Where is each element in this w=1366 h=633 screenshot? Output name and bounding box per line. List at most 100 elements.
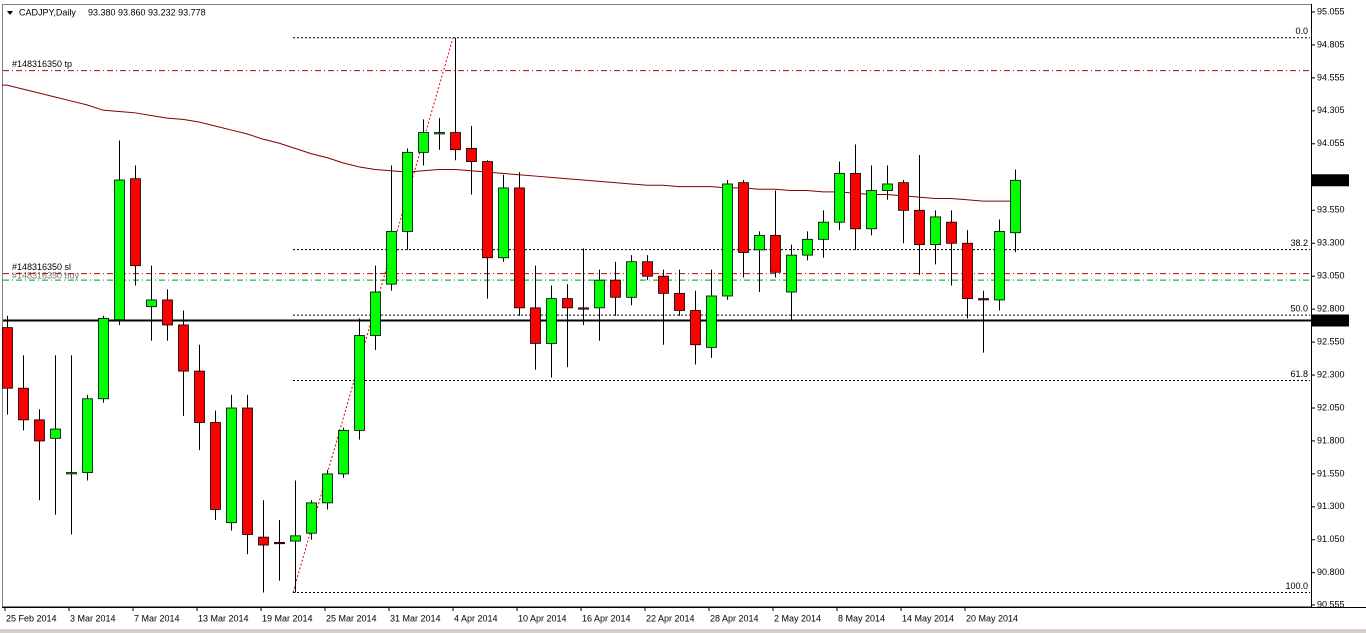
y-tick-label: 93.050 (1317, 271, 1345, 281)
candle-body (402, 151, 413, 232)
candle-body (418, 132, 429, 153)
candle-body (2, 327, 13, 389)
candle-body (690, 310, 701, 346)
candle-body (338, 429, 349, 475)
fib-label: 61.8 (1290, 369, 1308, 379)
candle-body (146, 299, 157, 307)
candle-body (210, 422, 221, 510)
candle-body (802, 238, 813, 256)
y-tick-label: 90.555 (1317, 599, 1345, 609)
candle-body (610, 279, 621, 298)
y-tick-label: 94.055 (1317, 138, 1345, 148)
x-tick-label: 14 May 2014 (902, 613, 954, 623)
y-tick-label: 91.050 (1317, 534, 1345, 544)
candle-body (114, 179, 125, 321)
candle-body (1010, 179, 1021, 234)
candle-body (98, 317, 109, 400)
x-tick-label: 8 May 2014 (838, 613, 885, 623)
x-tick-label: 4 Apr 2014 (454, 613, 498, 623)
candle-body (946, 221, 957, 244)
order-label: #148316350 buy (12, 271, 80, 281)
candle-body (962, 242, 973, 300)
fib-label: 100.0 (1285, 581, 1308, 591)
candle-body (594, 279, 605, 309)
x-tick-label: 3 Mar 2014 (70, 613, 116, 623)
candle-body (370, 291, 381, 336)
candle-body (82, 398, 93, 473)
candle-body (274, 542, 285, 545)
y-tick-label: 93.300 (1317, 238, 1345, 248)
candle-body (562, 298, 573, 309)
candle-body (530, 307, 541, 344)
hline-price-box (1312, 314, 1349, 327)
x-tick-label: 7 Mar 2014 (134, 613, 180, 623)
candle-body (130, 178, 141, 267)
candle-body (498, 187, 509, 259)
y-tick-label: 91.300 (1317, 501, 1345, 511)
order-label: #148316350 sl (12, 262, 71, 272)
candle-body (514, 187, 525, 309)
candle-body (546, 298, 557, 344)
candle-body (754, 234, 765, 251)
fib-label: 0.0 (1295, 26, 1308, 36)
candle-body (34, 419, 45, 442)
candle-body (658, 275, 669, 294)
y-tick-label: 91.800 (1317, 435, 1345, 445)
y-tick-label: 94.805 (1317, 39, 1345, 49)
candle-body (626, 261, 637, 298)
candle-body (162, 299, 173, 326)
current-price-label: 93.778 (1315, 175, 1343, 185)
y-tick-label: 95.055 (1317, 6, 1345, 16)
candle-body (674, 292, 685, 311)
fib-label: 50.0 (1290, 303, 1308, 313)
candle-body (290, 535, 301, 542)
y-tick-label: 92.300 (1317, 369, 1345, 379)
candle-body (466, 147, 477, 162)
y-tick-label: 92.800 (1317, 304, 1345, 314)
ohlc-header: 93.380 93.860 93.232 93.778 (88, 7, 206, 17)
order-label: #148316350 tp (12, 59, 72, 69)
candle-body (994, 231, 1005, 301)
x-tick-label: 25 Feb 2014 (6, 613, 57, 623)
y-tick-label: 94.555 (1317, 72, 1345, 82)
candle-body (898, 182, 909, 211)
y-tick-label: 92.550 (1317, 336, 1345, 346)
candle-body (194, 370, 205, 423)
candle-body (226, 407, 237, 524)
candle-body (882, 183, 893, 191)
candle-body (642, 261, 653, 277)
x-tick-label: 13 Mar 2014 (198, 613, 249, 623)
fib-label: 38.2 (1290, 238, 1308, 248)
candle-body (322, 473, 333, 504)
candle-body (178, 324, 189, 372)
x-tick-label: 16 Apr 2014 (582, 613, 631, 623)
x-tick-label: 20 May 2014 (966, 613, 1018, 623)
x-tick-label: 22 Apr 2014 (646, 613, 695, 623)
candle-body (482, 161, 493, 259)
candle-body (786, 254, 797, 293)
candle-body (850, 173, 861, 230)
y-tick-label: 91.550 (1317, 468, 1345, 478)
candle-body (738, 182, 749, 253)
x-tick-label: 10 Apr 2014 (518, 613, 567, 623)
scrollbar (0, 629, 1366, 633)
candle-body (434, 132, 445, 135)
current-price-box (1312, 174, 1349, 187)
x-tick-label: 2 May 2014 (774, 613, 821, 623)
candle-body (770, 234, 781, 273)
candle-body (578, 307, 589, 310)
candle-body (18, 387, 29, 421)
candle-body (866, 190, 877, 230)
candle-body (386, 231, 397, 285)
y-tick-label: 94.305 (1317, 105, 1345, 115)
candle-body (306, 502, 317, 534)
candle-body (834, 173, 845, 223)
candle-body (450, 132, 461, 151)
symbol-label: CADJPY,Daily (19, 7, 76, 17)
candle-body (258, 536, 269, 546)
candle-body (978, 298, 989, 301)
candle-body (722, 183, 733, 297)
